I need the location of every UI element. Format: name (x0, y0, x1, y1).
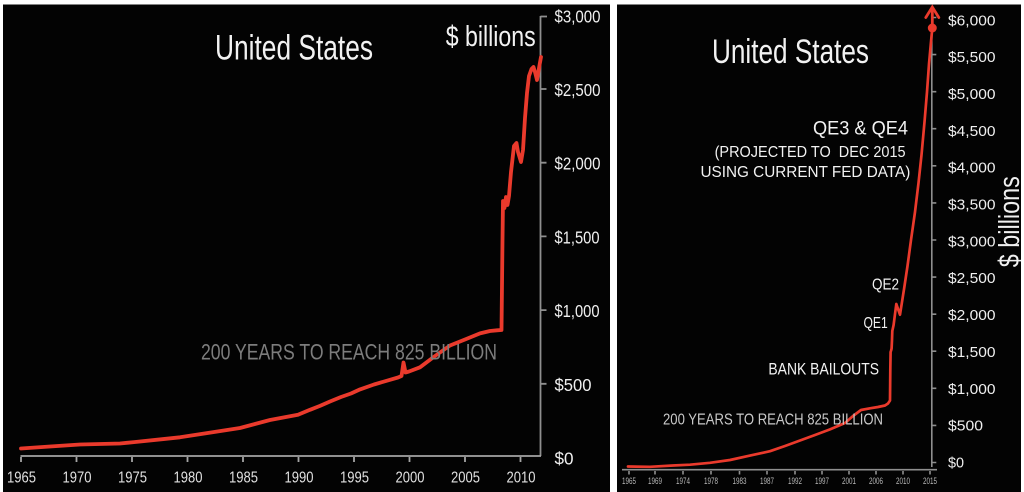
svg-text:United States: United States (215, 29, 373, 68)
svg-text:1970: 1970 (63, 470, 92, 487)
svg-text:1975: 1975 (118, 470, 147, 487)
svg-text:QE2: QE2 (872, 277, 899, 294)
svg-text:1965: 1965 (7, 470, 36, 487)
svg-text:2015: 2015 (923, 476, 937, 487)
svg-text:BANK BAILOUTS: BANK BAILOUTS (768, 361, 879, 379)
svg-text:200 YEARS TO REACH 825 BILLION: 200 YEARS TO REACH 825 BILLION (201, 340, 497, 365)
svg-text:$0: $0 (555, 449, 574, 469)
svg-text:2010: 2010 (507, 470, 536, 487)
svg-text:1997: 1997 (815, 476, 829, 487)
svg-text:1992: 1992 (788, 476, 802, 487)
svg-text:1974: 1974 (676, 476, 690, 487)
svg-text:2005: 2005 (451, 470, 480, 487)
svg-text:2010: 2010 (896, 476, 910, 487)
svg-text:2000: 2000 (396, 470, 425, 487)
svg-text:2001: 2001 (842, 476, 856, 487)
svg-text:QE3 & QE4: QE3 & QE4 (813, 118, 908, 140)
svg-text:1965: 1965 (622, 476, 636, 487)
svg-text:1980: 1980 (174, 470, 203, 487)
svg-text:$1,000: $1,000 (948, 382, 996, 398)
svg-text:1983: 1983 (733, 476, 747, 487)
svg-text:1995: 1995 (340, 470, 369, 487)
svg-text:$1,500: $1,500 (555, 227, 600, 247)
svg-text:1985: 1985 (229, 470, 258, 487)
svg-text:$3,000: $3,000 (948, 234, 996, 250)
svg-text:$1,000: $1,000 (555, 301, 600, 321)
svg-text:$2,500: $2,500 (948, 271, 996, 287)
svg-text:$5,500: $5,500 (948, 50, 996, 66)
svg-text:$4,500: $4,500 (948, 124, 996, 140)
svg-text:1978: 1978 (704, 476, 718, 487)
svg-text:$6,000: $6,000 (948, 13, 996, 29)
svg-text:200 YEARS TO REACH 825 BILLION: 200 YEARS TO REACH 825 BILLION (663, 412, 883, 429)
svg-text:$2,000: $2,000 (555, 154, 601, 174)
svg-text:$ billions: $ billions (994, 176, 1024, 267)
svg-text:(PROJECTED TO DEC 2015: (PROJECTED TO DEC 2015 (715, 144, 906, 161)
svg-text:$4,000: $4,000 (948, 161, 996, 177)
svg-text:$2,500: $2,500 (555, 80, 601, 100)
svg-text:1990: 1990 (285, 470, 314, 487)
svg-text:QE1: QE1 (864, 315, 888, 332)
svg-text:$2,000: $2,000 (948, 308, 996, 324)
svg-text:$5,000: $5,000 (948, 87, 996, 103)
svg-text:$3,500: $3,500 (948, 198, 996, 214)
svg-text:USING CURRENT FED DATA): USING CURRENT FED DATA) (701, 164, 911, 181)
svg-text:$500: $500 (948, 419, 983, 435)
svg-text:$ billions: $ billions (446, 21, 536, 53)
svg-text:1969: 1969 (648, 476, 662, 487)
svg-text:$3,000: $3,000 (555, 6, 601, 26)
svg-text:$1,500: $1,500 (948, 345, 996, 361)
svg-text:$0: $0 (948, 456, 964, 472)
svg-text:United States: United States (712, 33, 869, 71)
svg-text:2006: 2006 (869, 476, 883, 487)
svg-text:1987: 1987 (760, 476, 774, 487)
svg-text:$500: $500 (555, 375, 592, 395)
